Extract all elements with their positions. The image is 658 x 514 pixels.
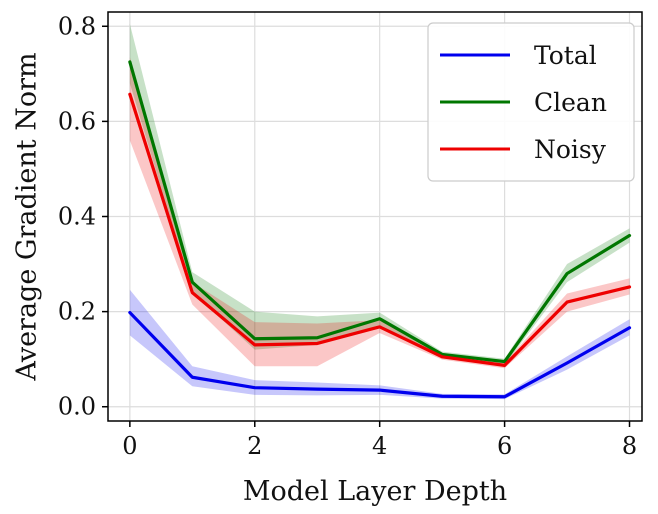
y-tick-label: 0.6 bbox=[58, 107, 96, 135]
line-noisy bbox=[128, 92, 632, 367]
legend-box bbox=[427, 22, 635, 182]
y-tick-label: 0.4 bbox=[58, 203, 96, 231]
x-tick-label: 4 bbox=[372, 432, 387, 460]
y-tick-label: 0.2 bbox=[58, 298, 96, 326]
line-clean bbox=[128, 60, 632, 364]
x-axis-label: Model Layer Depth bbox=[243, 476, 507, 507]
y-axis-label: Average Gradient Norm bbox=[12, 52, 43, 381]
x-tick-label: 6 bbox=[497, 432, 512, 460]
axis-ticks: 0 2 4 6 8 0.0 0.2 0.4 0.6 0.8 bbox=[58, 12, 637, 460]
legend: Total Clean Noisy bbox=[427, 22, 635, 182]
x-tick-label: 8 bbox=[622, 432, 637, 460]
line-total bbox=[128, 310, 632, 399]
y-tick-label: 0.8 bbox=[58, 12, 96, 40]
legend-label-clean: Clean bbox=[534, 88, 607, 117]
x-tick-label: 0 bbox=[122, 432, 137, 460]
series-lines bbox=[128, 60, 632, 399]
y-tick-label: 0.0 bbox=[58, 393, 96, 421]
legend-label-total: Total bbox=[534, 41, 597, 70]
legend-label-noisy: Noisy bbox=[534, 135, 607, 164]
x-tick-label: 2 bbox=[247, 432, 262, 460]
